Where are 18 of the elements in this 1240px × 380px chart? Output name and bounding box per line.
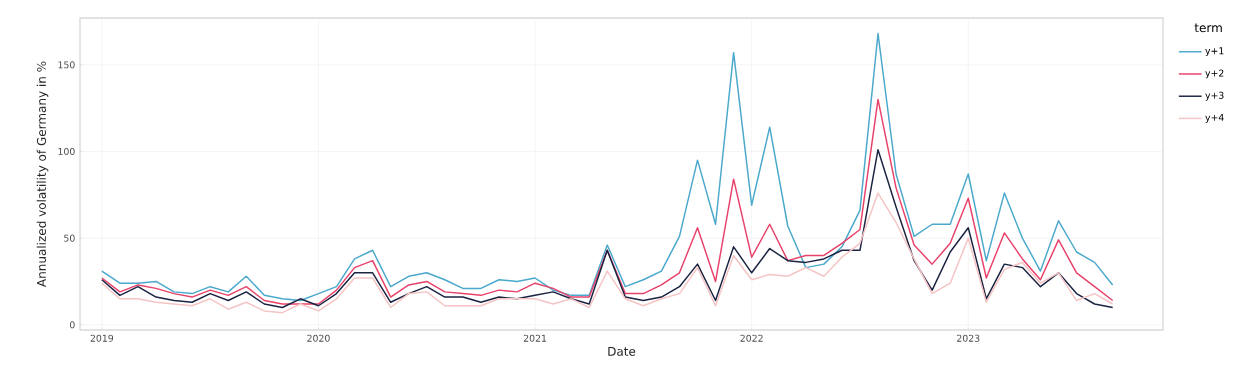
- x-tick-label: 2019: [90, 334, 114, 342]
- x-tick-label: 2022: [740, 334, 763, 342]
- x-tick-label: 2021: [523, 334, 547, 342]
- legend-label: y+4: [1205, 114, 1224, 123]
- y-tick-label: 0: [69, 321, 75, 329]
- y-tick-label: 100: [58, 147, 75, 155]
- line-series: [101, 148, 1114, 309]
- x-tick-label: 2023: [957, 334, 980, 342]
- y-axis-title: Annualized volatility of Germany in %: [36, 61, 49, 287]
- legend-label: y+2: [1205, 69, 1224, 79]
- x-tick-label: 2020: [307, 334, 330, 342]
- y-tick-label: 150: [58, 61, 75, 69]
- legend-title: term: [1194, 23, 1222, 33]
- legend-label: y+3: [1205, 91, 1224, 101]
- x-axis-title: Date: [608, 346, 636, 356]
- legend-label: y+1: [1205, 47, 1224, 57]
- y-tick-label: 50: [64, 234, 75, 242]
- line-series: [101, 32, 1114, 302]
